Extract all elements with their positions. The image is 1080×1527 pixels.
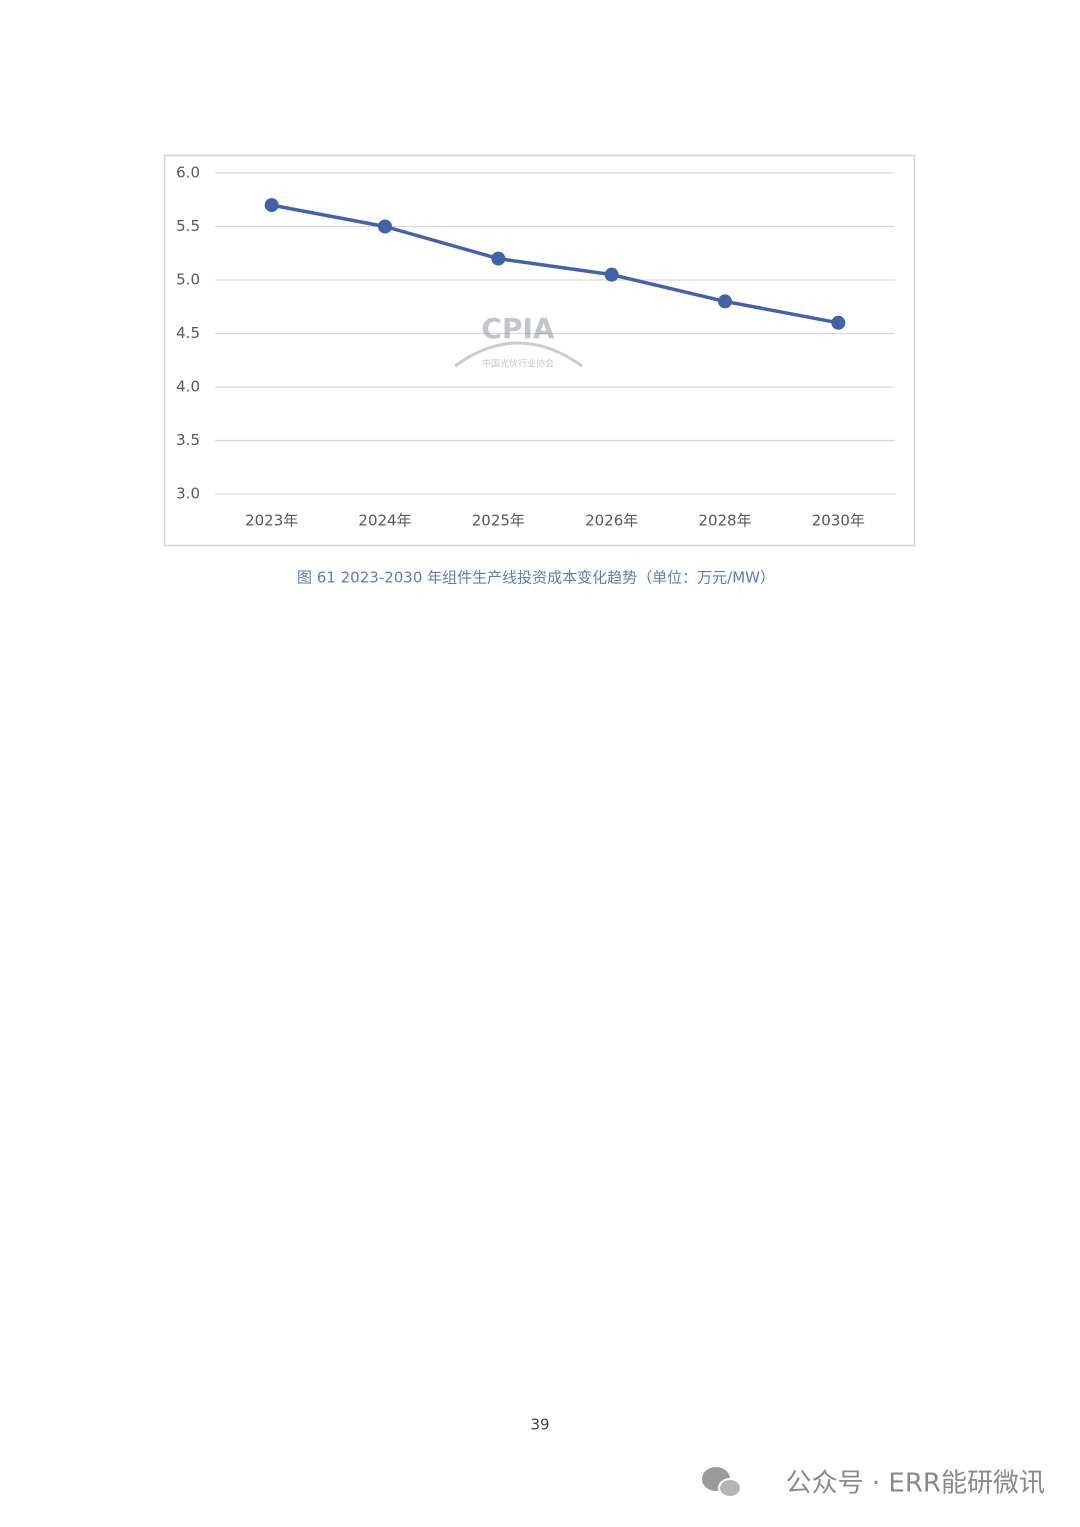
logo: CPIA 中国光伏行业协会 bbox=[454, 312, 583, 370]
logo-arc bbox=[454, 341, 583, 368]
x-tick-label: 2025年 bbox=[472, 512, 525, 530]
x-tick-label: 2028年 bbox=[698, 512, 751, 530]
x-tick-label: 2023年 bbox=[245, 512, 298, 530]
data-point bbox=[718, 294, 732, 309]
data-point bbox=[378, 219, 392, 234]
page-number: 39 bbox=[530, 1416, 549, 1434]
logo-subtitle: 中国光伏行业协会 bbox=[482, 358, 554, 370]
data-point bbox=[491, 251, 506, 266]
y-tick-label: 5.0 bbox=[176, 271, 200, 289]
watermark: 公众号 · ERR能研微讯 bbox=[786, 1469, 1045, 1499]
data-point bbox=[831, 315, 846, 330]
data-line bbox=[271, 203, 839, 325]
y-tick-label: 4.0 bbox=[176, 378, 200, 396]
x-tick-label: 2030年 bbox=[812, 512, 865, 530]
y-tick-label: 6.0 bbox=[176, 164, 200, 182]
chart: 3.0 3.5 4.0 4.5 5.0 5.5 6.0 2023年 2024年 2025年 2026… bbox=[176, 164, 895, 530]
caption: 图 61 2023-2030 年组件生产线投资成本变化趋势（单位：万元/MW） bbox=[297, 569, 775, 587]
icon-bubble bbox=[718, 1478, 742, 1498]
chart-frame bbox=[163, 154, 916, 547]
y-tick-label: 4.5 bbox=[176, 324, 200, 342]
x-tick-label: 2024年 bbox=[358, 512, 411, 530]
data-point bbox=[264, 198, 279, 213]
wechat-icon bbox=[702, 1467, 742, 1498]
y-tick-label: 5.5 bbox=[176, 217, 200, 235]
x-tick-label: 2026年 bbox=[585, 512, 638, 530]
data-point bbox=[604, 267, 619, 282]
y-tick-label: 3.0 bbox=[176, 485, 200, 503]
y-tick-label: 3.5 bbox=[176, 431, 200, 449]
logo-name: CPIA bbox=[481, 312, 554, 345]
